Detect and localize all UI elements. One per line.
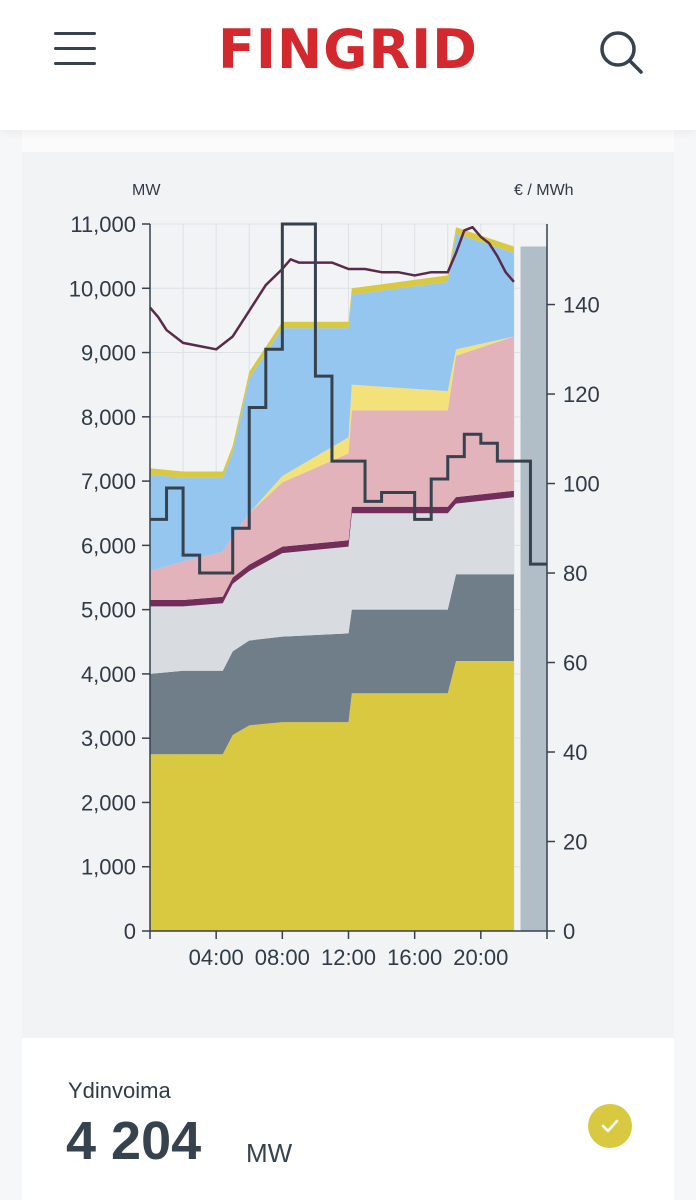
production-chart-card: MW € / MWh 0 1,000 2,000 3,000 4,000 5,000 6,0… bbox=[22, 152, 674, 1038]
nuclear-power-card[interactable]: Ydinvoima 4 204 MW bbox=[22, 1038, 674, 1200]
x-tick-label: 04:00 bbox=[189, 945, 244, 970]
y-right-tick-label: 100 bbox=[563, 472, 600, 497]
menu-bar bbox=[54, 32, 96, 35]
x-tick-label: 12:00 bbox=[321, 945, 376, 970]
hamburger-menu-icon[interactable] bbox=[54, 30, 98, 70]
app-header: FINGRID bbox=[0, 0, 696, 130]
y-left-tick-label: 11,000 bbox=[70, 212, 136, 237]
consumption-line bbox=[149, 225, 515, 351]
menu-bar bbox=[54, 62, 96, 65]
price-line bbox=[150, 222, 547, 575]
right-axis-unit: € / MWh bbox=[514, 182, 574, 199]
card-separator bbox=[22, 130, 674, 152]
info-unit: MW bbox=[246, 1138, 293, 1168]
area-series-2 bbox=[150, 497, 514, 674]
y-left-tick-label: 9,000 bbox=[81, 341, 136, 366]
forecast-bar bbox=[520, 246, 547, 931]
y-left-tick-label: 4,000 bbox=[81, 662, 136, 687]
area-series-1 bbox=[150, 574, 514, 755]
search-icon[interactable] bbox=[596, 28, 646, 78]
y-left-tick-label: 0 bbox=[124, 919, 136, 944]
y-left-tick-label: 8,000 bbox=[81, 405, 136, 430]
y-right-tick-label: 140 bbox=[563, 293, 600, 318]
fingrid-logo[interactable]: FINGRID bbox=[218, 18, 478, 81]
y-right-tick-label: 20 bbox=[563, 830, 587, 855]
area-series-7 bbox=[150, 227, 514, 478]
x-tick-label: 16:00 bbox=[387, 945, 442, 970]
area-series-4 bbox=[150, 336, 514, 600]
y-right-tick-label: 80 bbox=[563, 561, 587, 586]
y-right-tick-label: 60 bbox=[563, 651, 587, 676]
y-left-tick-label: 7,000 bbox=[81, 469, 136, 494]
y-left-tick-label: 6,000 bbox=[81, 533, 136, 558]
info-value: 4 204 bbox=[66, 1111, 202, 1171]
production-chart[interactable]: 0 1,000 2,000 3,000 4,000 5,000 6,000 7,000 8,00… bbox=[22, 152, 674, 1038]
area-series-0 bbox=[150, 661, 514, 931]
y-right-tick-label: 40 bbox=[563, 740, 587, 765]
area-series-3 bbox=[150, 490, 514, 607]
x-tick-label: 20:00 bbox=[453, 945, 508, 970]
y-left-tick-label: 1,000 bbox=[81, 855, 136, 880]
y-left-tick-label: 3,000 bbox=[81, 726, 136, 751]
y-right-tick-label: 0 bbox=[563, 919, 575, 944]
y-right-tick-label: 120 bbox=[563, 382, 600, 407]
x-tick-label: 08:00 bbox=[255, 945, 310, 970]
y-left-tick-label: 5,000 bbox=[81, 598, 136, 623]
y-left-tick-label: 10,000 bbox=[69, 276, 136, 301]
menu-bar bbox=[54, 47, 96, 50]
check-icon[interactable] bbox=[588, 1104, 632, 1148]
left-axis-unit: MW bbox=[132, 182, 161, 199]
info-title: Ydinvoima bbox=[68, 1078, 171, 1103]
y-left-tick-label: 2,000 bbox=[81, 790, 136, 815]
